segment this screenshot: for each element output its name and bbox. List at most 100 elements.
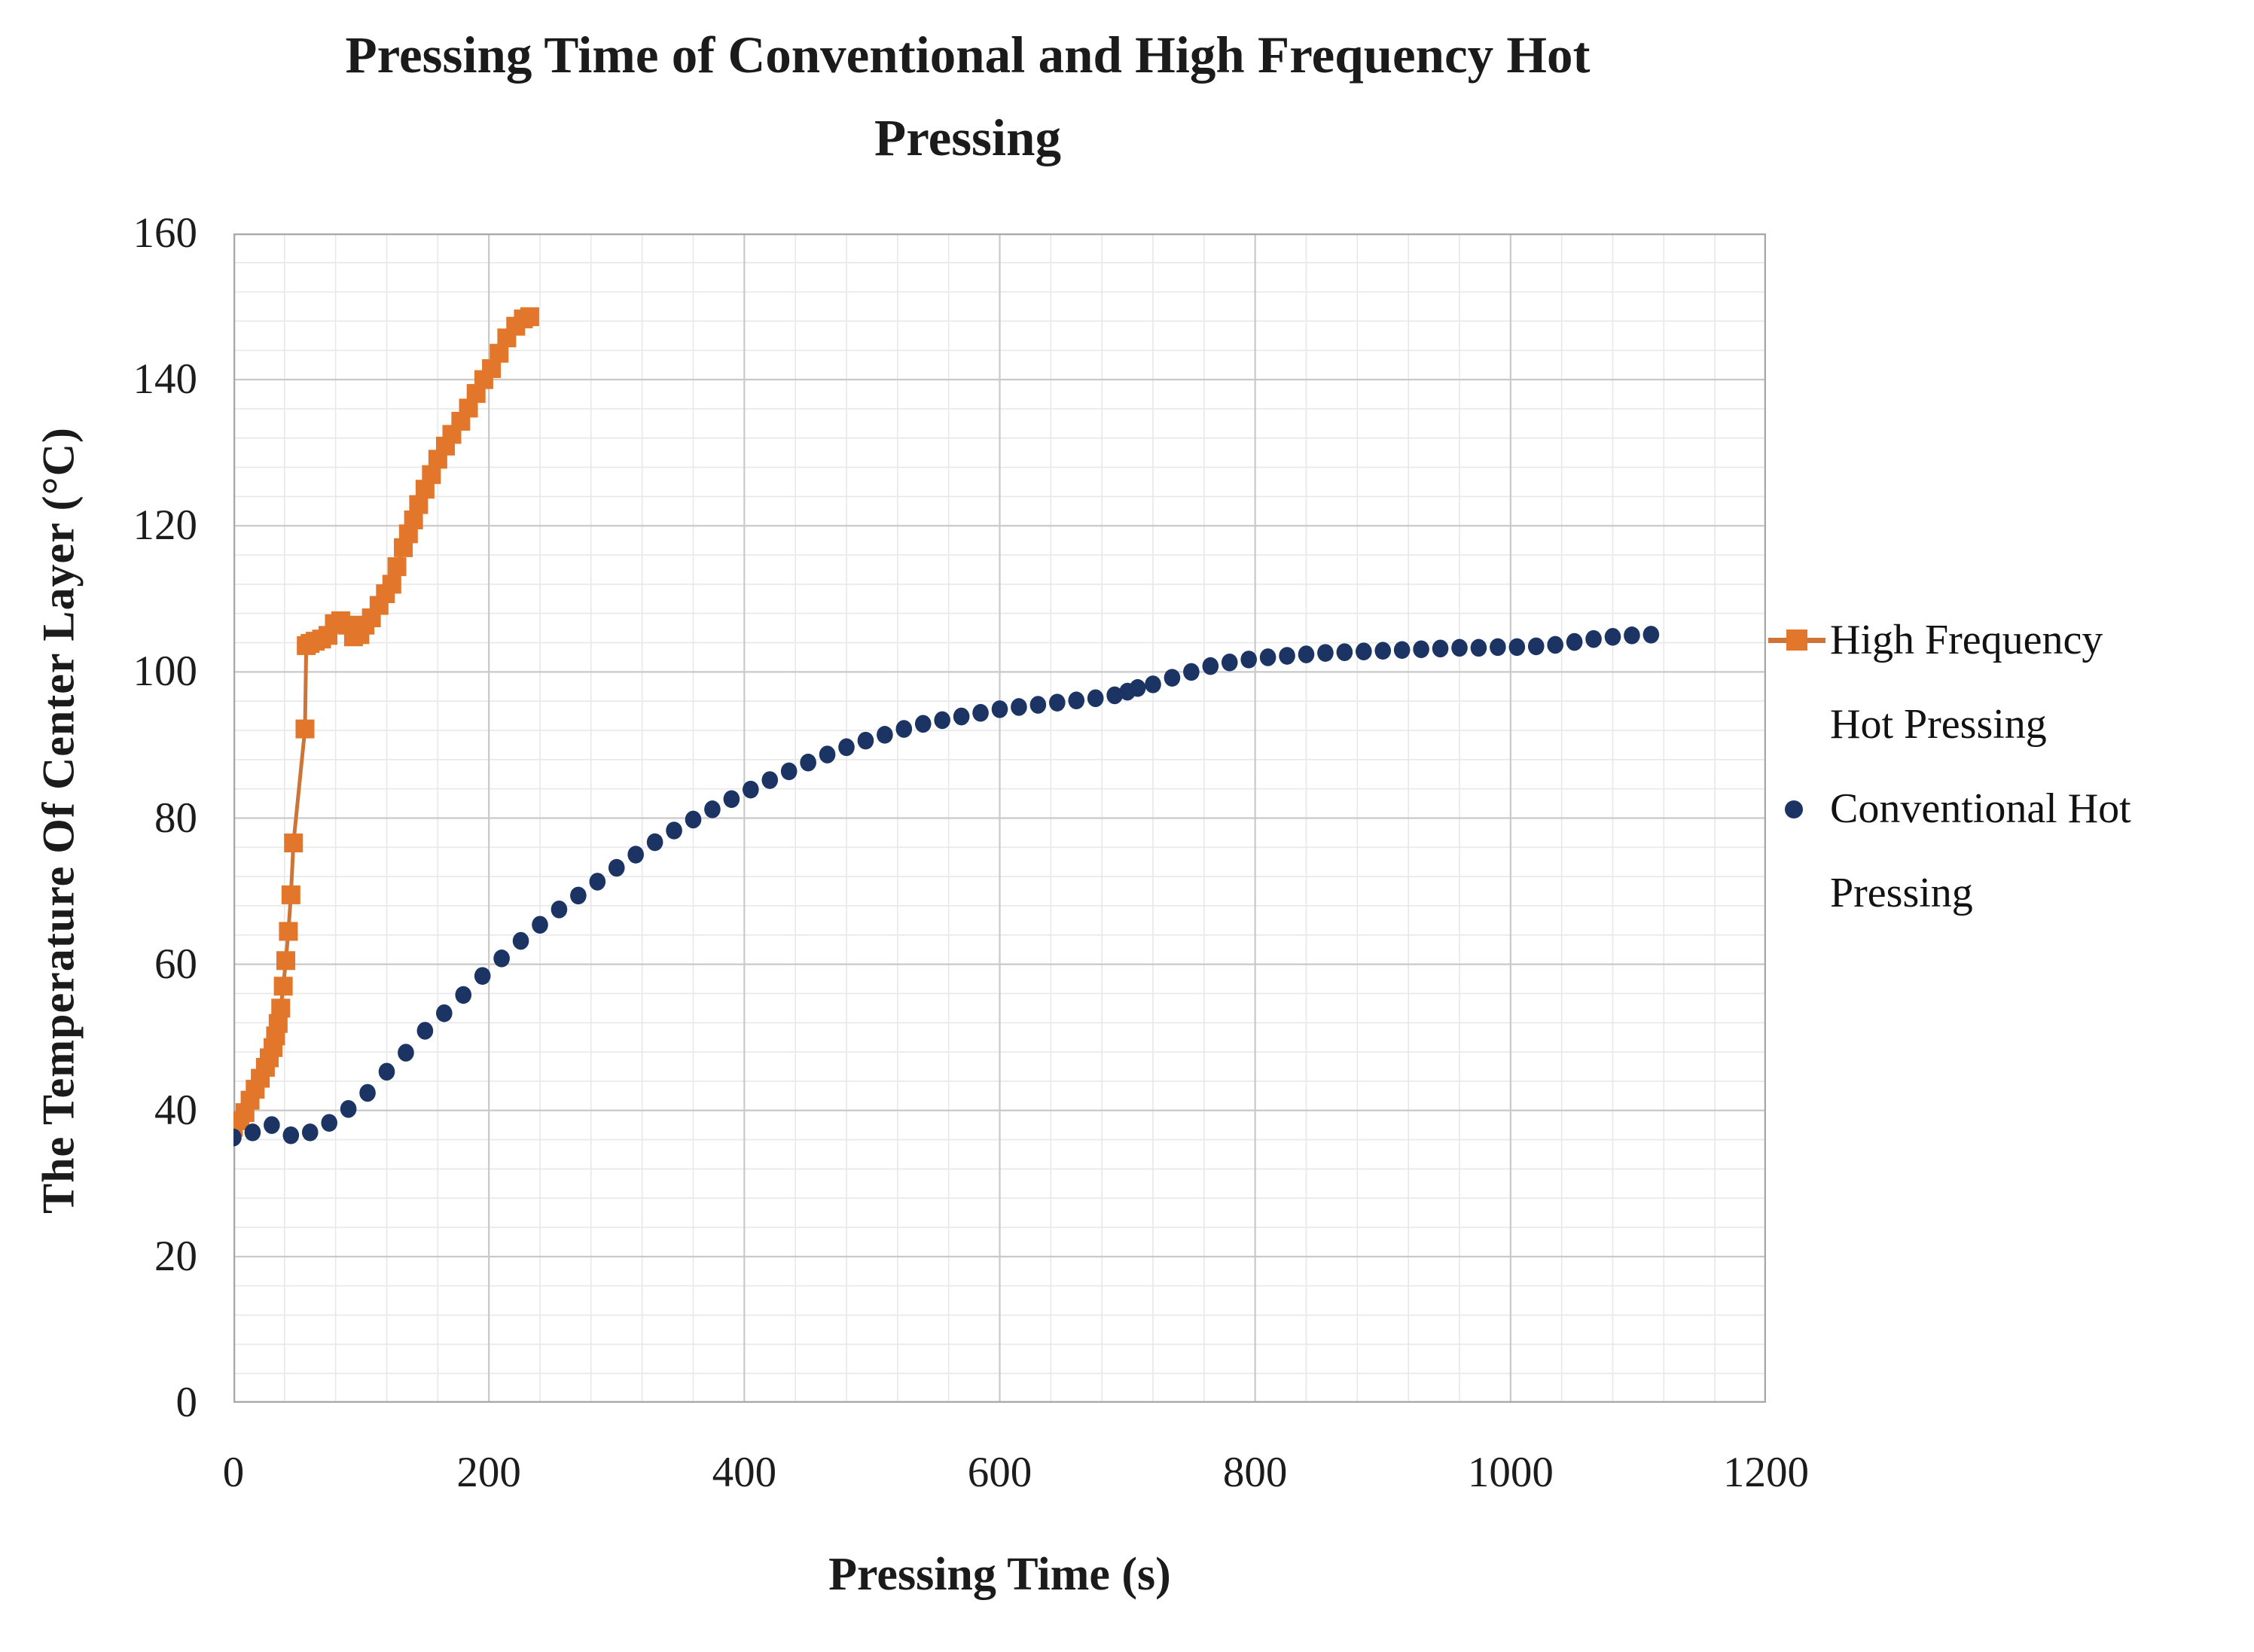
data-point-conventional xyxy=(1129,678,1146,697)
data-point-high-frequency xyxy=(281,885,300,904)
data-point-conventional xyxy=(1087,689,1104,708)
conventional-legend-marker-icon xyxy=(1768,767,1830,851)
data-point-conventional xyxy=(1317,644,1334,662)
data-point-conventional xyxy=(1508,638,1526,657)
data-point-conventional xyxy=(1336,643,1353,661)
high-frequency-square-icon xyxy=(1786,629,1807,651)
x-tick-label: 1000 xyxy=(1467,1449,1554,1496)
data-point-conventional xyxy=(321,1114,337,1132)
data-point-high-frequency xyxy=(382,575,401,594)
data-point-conventional xyxy=(1049,693,1066,712)
x-axis-title: Pressing Time (s) xyxy=(828,1549,1171,1600)
data-point-high-frequency xyxy=(276,951,296,971)
y-tick-label: 20 xyxy=(154,1232,197,1280)
data-point-conventional xyxy=(991,700,1008,718)
data-point-conventional xyxy=(1356,642,1372,660)
data-point-high-frequency xyxy=(284,834,303,853)
data-point-conventional xyxy=(1298,645,1315,663)
conventional-dot-icon xyxy=(1785,800,1803,818)
data-point-conventional xyxy=(627,846,644,864)
data-point-conventional xyxy=(1106,686,1123,705)
data-point-conventional xyxy=(819,745,836,764)
data-point-conventional xyxy=(1145,675,1161,693)
data-point-conventional xyxy=(1604,627,1621,646)
data-point-conventional xyxy=(800,753,816,772)
data-point-conventional xyxy=(1240,651,1257,669)
data-point-conventional xyxy=(233,1128,242,1147)
legend-label-high-frequency: High Frequency Hot Pressing xyxy=(1830,617,2103,748)
data-point-conventional xyxy=(398,1044,414,1062)
data-point-conventional xyxy=(646,833,663,852)
x-tick-label: 600 xyxy=(967,1449,1032,1496)
data-point-conventional xyxy=(972,703,989,722)
series-conventional-hot-pressing xyxy=(233,626,1660,1147)
data-point-high-frequency xyxy=(387,557,407,577)
data-point-conventional xyxy=(551,901,568,919)
data-point-conventional xyxy=(493,949,510,968)
data-point-high-frequency xyxy=(271,998,291,1018)
data-point-conventional xyxy=(570,886,587,905)
data-point-high-frequency xyxy=(520,307,539,327)
y-tick-label: 40 xyxy=(154,1086,197,1134)
data-point-conventional xyxy=(1490,638,1506,657)
data-point-conventional xyxy=(1547,636,1563,654)
data-point-conventional xyxy=(1642,626,1660,644)
data-point-conventional xyxy=(1221,653,1238,672)
data-point-conventional xyxy=(723,790,740,809)
data-point-conventional xyxy=(685,810,702,829)
data-point-conventional xyxy=(1527,637,1545,656)
data-point-conventional xyxy=(895,720,913,738)
legend-entry-conventional: Conventional Hot Pressing xyxy=(1768,767,2250,935)
data-point-conventional xyxy=(877,726,893,744)
data-point-conventional xyxy=(1624,626,1640,645)
data-point-conventional xyxy=(838,738,855,757)
y-tick-label: 160 xyxy=(133,209,198,257)
chart-title: Pressing Time of Conventional and High F… xyxy=(38,14,1898,179)
chart-title-line-1: Pressing Time of Conventional and High F… xyxy=(345,26,1591,84)
data-point-conventional xyxy=(436,1004,453,1023)
data-point-conventional xyxy=(743,780,759,799)
data-point-conventional xyxy=(1068,691,1085,710)
major-gridlines xyxy=(233,233,1766,1403)
data-point-conventional xyxy=(1585,629,1602,648)
y-tick-label: 100 xyxy=(133,648,198,696)
data-point-conventional xyxy=(1164,669,1181,687)
data-point-conventional xyxy=(301,1123,319,1141)
y-tick-label: 140 xyxy=(133,355,198,404)
data-point-conventional xyxy=(282,1126,300,1145)
data-point-conventional xyxy=(914,715,932,733)
data-point-high-frequency xyxy=(273,977,293,996)
y-tick-label: 0 xyxy=(175,1379,198,1426)
data-point-conventional xyxy=(1259,648,1276,666)
x-tick-label: 1200 xyxy=(1723,1449,1809,1496)
data-point-conventional xyxy=(1279,647,1295,665)
series-high-frequency-hot-pressing xyxy=(233,307,539,1137)
x-tick-label: 0 xyxy=(222,1449,245,1496)
legend: High Frequency Hot Pressing Conventional… xyxy=(1768,598,2250,935)
data-point-conventional xyxy=(378,1062,395,1081)
data-point-conventional xyxy=(1413,640,1429,659)
legend-entry-high-frequency: High Frequency Hot Pressing xyxy=(1768,598,2250,767)
data-point-conventional xyxy=(934,711,950,730)
data-point-conventional xyxy=(1011,698,1027,716)
data-point-conventional xyxy=(1374,642,1392,660)
data-point-conventional xyxy=(666,821,682,840)
chart-title-line-2: Pressing xyxy=(874,109,1061,166)
y-tick-label: 60 xyxy=(154,940,197,988)
data-point-conventional xyxy=(512,931,529,950)
data-point-conventional xyxy=(244,1123,261,1141)
data-point-conventional xyxy=(857,731,874,750)
data-point-conventional xyxy=(704,800,721,818)
data-point-conventional xyxy=(1393,641,1411,660)
x-tick-label: 800 xyxy=(1222,1449,1288,1496)
x-tick-label: 400 xyxy=(712,1449,777,1496)
data-point-conventional xyxy=(416,1022,434,1040)
data-point-conventional xyxy=(532,916,548,934)
data-point-high-frequency xyxy=(295,719,315,739)
data-point-conventional xyxy=(1451,639,1468,657)
plot-area xyxy=(233,233,1766,1403)
data-point-conventional xyxy=(264,1116,280,1134)
data-point-conventional xyxy=(589,873,606,891)
data-point-conventional xyxy=(1566,632,1583,651)
legend-label-conventional: Conventional Hot Pressing xyxy=(1830,785,2131,916)
